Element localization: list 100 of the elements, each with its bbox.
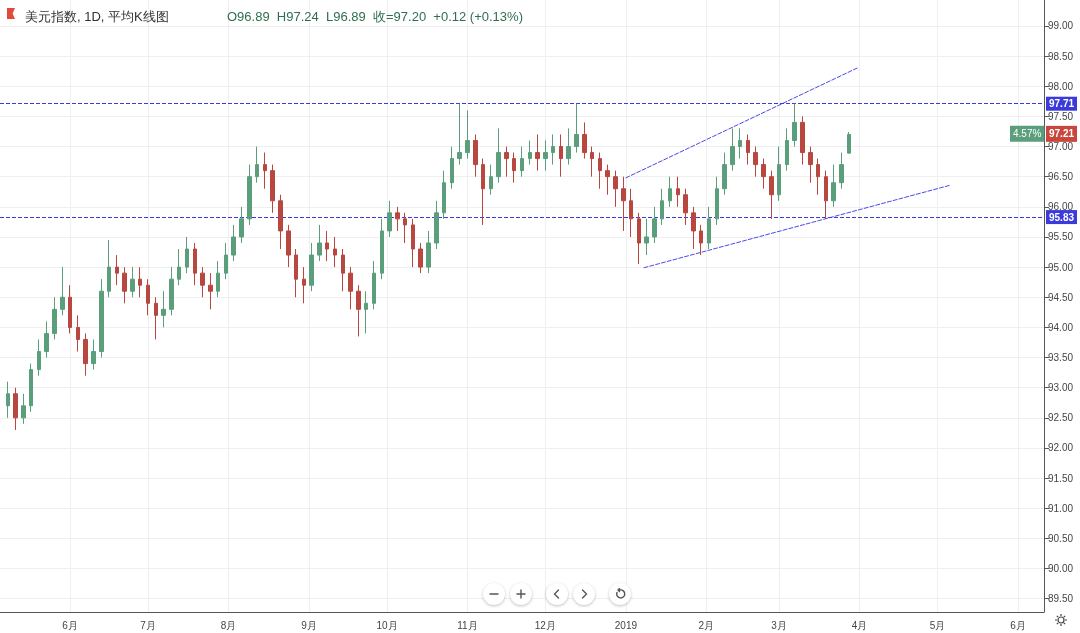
candlestick	[403, 212, 407, 244]
y-tick-label: 89.50	[1048, 593, 1074, 605]
candlestick	[60, 266, 65, 316]
candlestick	[543, 139, 548, 172]
candlestick	[496, 127, 501, 184]
y-tick-label: 97.00	[1048, 141, 1074, 153]
x-tick-label: 6月	[62, 619, 78, 631]
x-tick-label: 10月	[376, 619, 398, 631]
candlestick	[208, 272, 213, 310]
candlestick	[169, 266, 174, 316]
candlestick	[107, 239, 111, 298]
candlestick	[629, 188, 633, 238]
y-tick-label: 92.50	[1048, 412, 1074, 424]
candlestick	[263, 152, 267, 190]
x-tick-label: 11月	[457, 619, 478, 631]
candlestick	[613, 170, 618, 208]
candlestick	[146, 278, 150, 316]
candlestick	[699, 224, 703, 256]
candlestick	[44, 320, 49, 359]
candlestick	[270, 164, 275, 214]
candlestick	[411, 218, 415, 268]
candlestick	[504, 146, 509, 178]
candlestick	[715, 176, 719, 226]
candlestick	[247, 164, 252, 226]
candlestick	[231, 224, 236, 262]
candlestick	[193, 242, 197, 286]
candlestick	[309, 242, 314, 292]
candlestick	[512, 152, 516, 184]
x-tick-label: 4月	[851, 619, 868, 631]
candlestick	[434, 200, 439, 250]
candlestick	[450, 146, 454, 190]
candlestick	[364, 290, 368, 334]
candlestick	[372, 260, 376, 310]
candlestick	[348, 266, 353, 310]
candlestick	[52, 296, 57, 340]
candlestick	[590, 146, 594, 178]
candlestick	[722, 152, 727, 196]
candlestick	[302, 266, 306, 304]
ref-line-label: 95.83	[1049, 211, 1075, 223]
candlestick	[115, 254, 119, 286]
candlestick	[99, 278, 104, 359]
candlestick	[122, 266, 127, 304]
candlestick	[520, 146, 524, 178]
y-tick-label: 96.50	[1048, 171, 1074, 183]
candlestick	[808, 146, 813, 184]
x-tick-label: 9月	[301, 619, 317, 631]
candlestick	[224, 242, 228, 280]
candlestick	[676, 176, 680, 208]
y-tick-label: 91.00	[1048, 502, 1074, 514]
candlestick	[387, 200, 392, 238]
y-tick-label: 91.50	[1048, 472, 1074, 484]
candlestick	[68, 284, 72, 334]
x-tick-label: 12月	[534, 619, 556, 631]
candlestick	[29, 363, 33, 413]
candlestick	[216, 260, 220, 298]
candlestick	[442, 170, 446, 220]
candlestick	[83, 332, 88, 377]
candlestick	[644, 218, 649, 256]
candlestick	[380, 218, 384, 280]
candlestick	[465, 109, 470, 160]
candlestick	[777, 146, 781, 202]
candlestick	[6, 381, 10, 419]
y-tick-label: 99.00	[1048, 20, 1074, 32]
candlestick	[847, 131, 851, 154]
candlestick	[200, 266, 205, 298]
candlestick	[574, 103, 579, 154]
candlestick	[707, 206, 711, 250]
candlestick	[481, 158, 485, 226]
ref-line-label: 97.71	[1049, 98, 1075, 110]
candlestick	[356, 284, 361, 337]
y-tick-label: 90.50	[1048, 532, 1074, 544]
candlestick	[660, 188, 664, 226]
candlestick	[621, 176, 626, 232]
y-tick-label: 96.00	[1048, 201, 1074, 213]
candlestick	[730, 127, 735, 172]
candlestick	[13, 387, 18, 431]
x-tick-label: 3月	[771, 619, 787, 631]
candlestick	[605, 164, 610, 196]
y-tick-label: 95.50	[1048, 231, 1074, 243]
candlestick	[255, 146, 259, 184]
candlestick	[652, 206, 657, 244]
text: 美元指数, 1D, 平均K线图	[25, 9, 169, 24]
candlestick	[457, 103, 462, 166]
candlestick	[769, 170, 774, 220]
y-tick-label: 94.00	[1048, 321, 1074, 333]
x-tick-label: 5月	[929, 619, 946, 631]
candlestick	[582, 121, 587, 160]
y-tick-label: 95.00	[1048, 261, 1074, 273]
candlestick	[785, 127, 789, 172]
candlestick	[816, 158, 820, 196]
candlestick	[294, 248, 298, 298]
candlestick	[76, 314, 80, 353]
candlestick	[286, 224, 291, 268]
text: O96.89 H97.24 L96.89 收=97.20 +0.12 (+0.13%)	[227, 9, 523, 24]
candlestick	[317, 224, 322, 262]
y-tick-label: 93.50	[1048, 352, 1074, 364]
candlestick	[161, 290, 166, 328]
candlestick	[839, 152, 844, 190]
candlestick	[637, 212, 641, 265]
x-tick-label: 2月	[698, 619, 715, 631]
